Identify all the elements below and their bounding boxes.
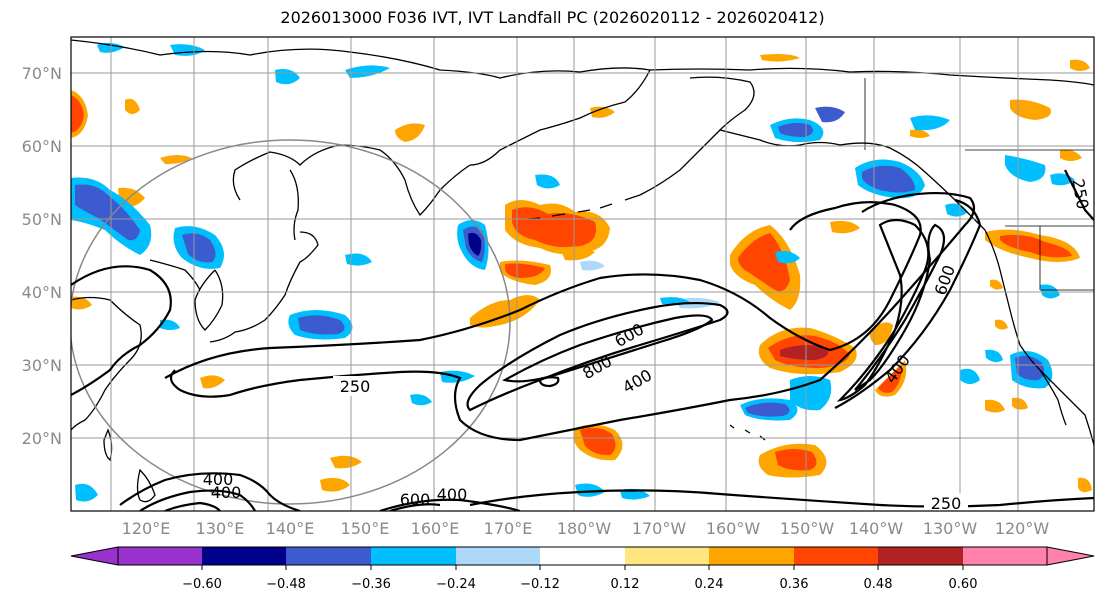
reference-circle [71, 139, 511, 505]
contour-400-east [836, 218, 930, 402]
contour-400-sw [119, 472, 301, 511]
colorbar-tick-label: 0.48 [864, 577, 893, 592]
siberia-coast [71, 39, 651, 79]
colorbar-tick-label: 0.12 [611, 577, 640, 592]
lat-label-60n: 60°N [22, 137, 62, 156]
lon-label-170e: 170°E [484, 519, 533, 538]
colorbar-tick-label: −0.12 [520, 577, 560, 592]
lon-label-120w: 120°W [995, 519, 1050, 538]
lon-label-120e: 120°E [122, 519, 171, 538]
lat-label-40n: 40°N [22, 283, 62, 302]
contour-250-east-inner [834, 198, 982, 409]
lat-label-20n: 20°N [22, 429, 62, 448]
lon-label-180w: 180°W [557, 519, 612, 538]
map-border [70, 36, 1095, 512]
coastlines [71, 39, 1094, 503]
ivt-contours [71, 169, 1094, 511]
contour-800-central [538, 376, 560, 388]
colorbar-tick-label: −0.48 [266, 577, 306, 592]
colorbar-segment-9 [878, 547, 963, 565]
contour-600-sw [139, 489, 256, 511]
colorbar-extend-high [1046, 546, 1095, 566]
gridlines [71, 37, 1094, 511]
lon-label-130e: 130°E [196, 519, 245, 538]
contour-label-400-sw-b: 400 [211, 483, 242, 502]
lon-label-160w: 160°W [706, 519, 761, 538]
lat-label-30n: 30°N [22, 356, 62, 375]
lat-label-50n: 50°N [22, 210, 62, 229]
lon-label-130w: 130°W [923, 519, 978, 538]
longitude-labels: 120°E 130°E 140°E 150°E 160°E 170°E 180°… [122, 519, 1050, 538]
colorbar-segment-6 [625, 547, 709, 565]
colorbar-tick-label: −0.36 [351, 577, 391, 592]
contour-400-south [379, 498, 521, 511]
contour-600-south [389, 503, 441, 511]
colorbar-tick-label: −0.60 [182, 577, 222, 592]
contour-400-central [466, 302, 729, 412]
contour-label-600-south: 600 [400, 490, 431, 509]
latitude-labels: 70°N 60°N 50°N 40°N 30°N 20°N [22, 64, 62, 448]
negative-anomaly-shading [71, 42, 1075, 502]
contour-250-south [169, 191, 976, 442]
lon-label-140e: 140°E [266, 519, 315, 538]
contour-250-main [164, 201, 922, 379]
lon-label-160e: 160°E [411, 519, 460, 538]
colorbar-segment-7 [709, 547, 794, 565]
contour-label-250-south: 250 [931, 494, 962, 513]
contour-600-east [854, 223, 946, 391]
colorbar-segment-2 [286, 547, 371, 565]
positive-anomaly-shading [71, 54, 1092, 493]
contour-label-400-south: 400 [437, 485, 468, 504]
colorbar-tick-label: −0.24 [436, 577, 476, 592]
colorbar-segment-4 [456, 547, 540, 565]
colorbar-extend-low [70, 546, 119, 566]
contour-label-400-sw-a: 400 [203, 470, 234, 489]
contour-800-sw [164, 501, 221, 511]
colorbar-segment-3 [371, 547, 456, 565]
colorbar-segment-5 [540, 547, 625, 565]
colorbar-tick-label: 0.36 [780, 577, 809, 592]
colorbar-segment-8 [794, 547, 878, 565]
lon-label-150w: 150°W [780, 519, 835, 538]
contour-250-bottom [469, 489, 1094, 508]
contour-label-250-mid: 250 [340, 377, 371, 396]
colorbar-segment-10 [963, 547, 1047, 565]
colorbar-segment-0 [118, 547, 202, 565]
contour-250-west [71, 265, 172, 396]
lon-label-150e: 150°E [341, 519, 390, 538]
lat-label-70n: 70°N [22, 64, 62, 83]
colorbar-segment-1 [202, 547, 286, 565]
contour-250-ne [1064, 169, 1094, 221]
lon-label-170w: 170°W [632, 519, 687, 538]
colorbar-tick-label: 0.60 [949, 577, 978, 592]
lon-label-140w: 140°W [849, 519, 904, 538]
contour-600-central [502, 314, 714, 383]
colorbar-tick-label: 0.24 [695, 577, 724, 592]
chart-title: 2026013000 F036 IVT, IVT Landfall PC (20… [280, 8, 825, 27]
colorbar: −0.60 −0.48 −0.36 −0.24 −0.12 0.12 0.24 … [70, 546, 1095, 592]
